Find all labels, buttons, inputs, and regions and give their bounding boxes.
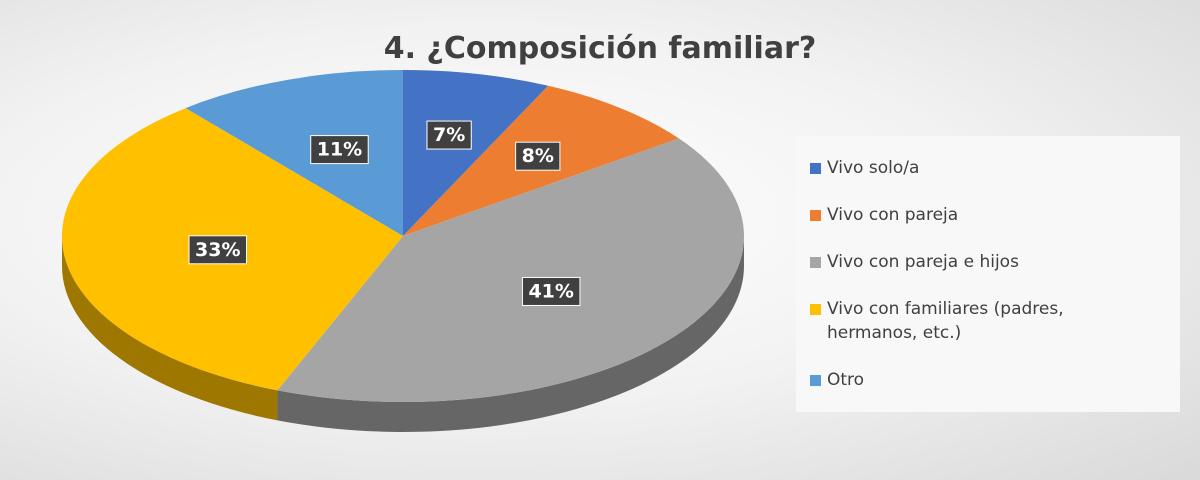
- data-label-box: [188, 235, 248, 265]
- chart-title: 4. ¿Composición familiar?: [384, 31, 817, 66]
- legend-swatch: [810, 209, 821, 221]
- data-label: 41%: [528, 280, 573, 302]
- legend-item: Vivo con pareja: [810, 203, 1166, 227]
- legend-label: Vivo con pareja e hijos: [827, 251, 1019, 272]
- legend-label: Otro: [827, 370, 865, 391]
- data-label: 7%: [433, 124, 465, 146]
- data-label: 33%: [195, 239, 240, 261]
- legend-label: Vivo solo/a: [827, 157, 920, 178]
- data-label-box: [310, 135, 369, 165]
- legend-label: Vivo con familiares (padres, hermanos, e…: [827, 299, 1064, 344]
- slice-side: [277, 236, 744, 433]
- legend-swatch: [810, 304, 821, 316]
- legend-swatch: [810, 162, 821, 174]
- legend-swatch: [810, 375, 821, 387]
- legend: Vivo solo/a Vivo con pareja Vivo con parej…: [796, 136, 1180, 412]
- data-label-box: [515, 141, 561, 171]
- data-label-box: [521, 276, 581, 306]
- data-label: 8%: [522, 145, 554, 167]
- data-label-box: [426, 120, 472, 150]
- slice: [185, 70, 403, 236]
- pie: 7% 8% 41% 33% 11%: [62, 70, 744, 433]
- data-label: 11%: [317, 139, 362, 161]
- slice: [403, 70, 549, 236]
- legend-item: Vivo con familiares (padres, hermanos, e…: [810, 297, 1166, 345]
- slice: [277, 138, 744, 402]
- legend-label: Vivo con pareja: [827, 204, 959, 225]
- legend-item: Otro: [810, 368, 1166, 392]
- slice-side: [62, 236, 278, 421]
- legend-item: Vivo solo/a: [810, 156, 1166, 180]
- legend-item: Vivo con pareja e hijos: [810, 250, 1166, 274]
- legend-swatch: [810, 256, 821, 268]
